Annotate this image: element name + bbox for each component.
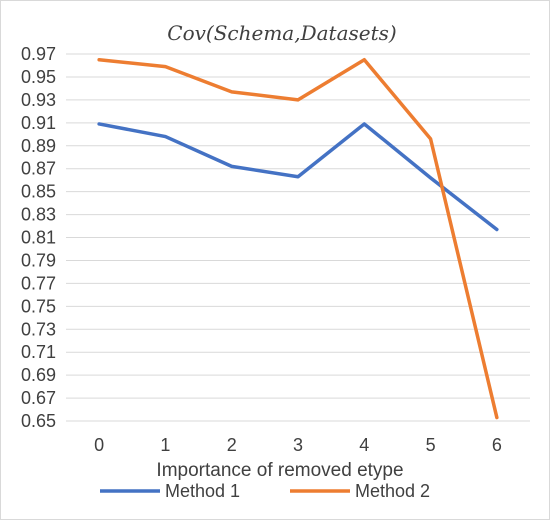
legend-label-method-1: Method 1 (165, 481, 240, 501)
x-tick-label: 5 (426, 435, 436, 455)
y-tick-label: 0.77 (21, 273, 56, 293)
y-tick-label: 0.97 (21, 44, 56, 64)
legend: Method 1 Method 2 (100, 481, 430, 501)
y-tick-label: 0.89 (21, 136, 56, 156)
y-tick-label: 0.75 (21, 296, 56, 316)
x-tick-label: 2 (227, 435, 237, 455)
y-axis: 0.65 0.67 0.69 0.71 0.73 0.75 0.77 0.790.81 0.83… (21, 44, 56, 431)
grid-lines (66, 53, 530, 422)
y-tick-label: 0.85 (21, 182, 56, 202)
y-tick-label: 0.95 (21, 67, 56, 87)
series-line-method-2 (97, 57, 499, 420)
series-lines (97, 57, 499, 420)
x-axis: 0 1 2 3 4 5 6 (94, 435, 502, 455)
x-tick-label: 6 (492, 435, 502, 455)
x-tick-label: 4 (359, 435, 369, 455)
x-axis-label: Importance of removed etype (156, 460, 403, 481)
y-tick-label: 0.71 (21, 342, 56, 362)
y-tick-label: 0.91 (21, 113, 56, 133)
y-tick-label: 0.67 (21, 388, 56, 408)
legend-label-method-2: Method 2 (355, 481, 430, 501)
x-tick-label: 3 (293, 435, 303, 455)
y-tick-label: 0.73 (21, 319, 56, 339)
y-tick-label: 0.83 (21, 205, 56, 225)
y-tick-label: 0.69 (21, 365, 56, 385)
y-tick-label: 0.93 (21, 90, 56, 110)
x-tick-label: 0 (94, 435, 104, 455)
y-tick-label: 0.87 (21, 159, 56, 179)
y-tick-label: 0.79 (21, 250, 56, 270)
chart-title: Cov(Schema,Datasets) (167, 21, 396, 45)
x-tick-label: 1 (160, 435, 170, 455)
y-tick-label: 0.65 (21, 411, 56, 431)
series-line-method-1 (97, 122, 499, 232)
y-tick-label: 0.81 (21, 228, 56, 248)
